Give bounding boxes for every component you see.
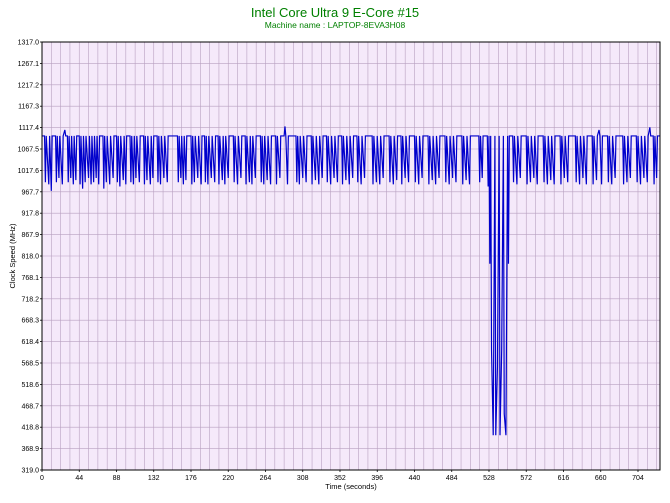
y-tick-label: 368.9 [21,446,39,453]
x-axis-label: Time (seconds) [325,482,377,491]
x-tick-label: 704 [632,475,644,482]
series-layer [42,126,660,436]
y-tick-label: 1067.5 [18,147,40,154]
x-tick-label: 308 [297,475,309,482]
y-tick-label: 718.2 [21,296,39,303]
chart-title: Intel Core Ultra 9 E-Core #15 [251,5,419,20]
y-tick-label: 1017.6 [18,168,40,175]
x-tick-label: 660 [595,475,607,482]
y-tick-label: 568.5 [21,361,39,368]
y-tick-label: 768.1 [21,275,39,282]
x-tick-label: 396 [371,475,383,482]
y-tick-label: 1317.0 [18,40,40,47]
y-tick-label: 967.7 [21,189,39,196]
y-axis-ticks: 1317.0 1267.1 1217.2 1167.3 1117.4 1067.5 1017… [18,40,42,475]
x-tick-label: 572 [520,475,532,482]
y-tick-label: 1167.3 [18,104,39,111]
x-tick-label: 88 [113,475,121,482]
series-line-0 [42,126,660,436]
y-tick-label: 917.8 [21,211,39,218]
y-tick-label: 867.9 [21,232,39,239]
y-tick-label: 1267.1 [18,61,40,68]
chart-subtitle: Machine name : LAPTOP-8EVA3H08 [265,20,406,30]
y-tick-label: 1217.2 [18,82,40,89]
y-tick-label: 518.6 [21,382,39,389]
x-tick-label: 528 [483,475,495,482]
x-tick-label: 264 [260,475,272,482]
grid-lines [41,41,660,471]
y-tick-label: 668.3 [21,318,39,325]
x-axis-ticks: 0 44 88 132 176 220 264 308 352 396 440 484 528 572 61… [40,470,644,482]
y-tick-label: 468.7 [21,403,39,410]
y-tick-label: 319.0 [21,468,39,475]
y-tick-label: 418.8 [21,425,39,432]
y-tick-label: 618.4 [21,339,39,346]
x-tick-label: 616 [558,475,570,482]
x-tick-label: 176 [185,475,197,482]
x-tick-label: 440 [409,475,421,482]
x-tick-label: 220 [222,475,234,482]
y-axis-label: Clock Speed (MHz) [8,223,17,289]
x-tick-label: 484 [446,475,458,482]
x-tick-label: 352 [334,475,346,482]
x-tick-label: 132 [148,475,160,482]
x-tick-label: 44 [75,475,83,482]
x-tick-label: 0 [40,475,44,482]
y-tick-label: 818.0 [21,254,39,261]
y-tick-label: 1117.4 [19,125,39,132]
